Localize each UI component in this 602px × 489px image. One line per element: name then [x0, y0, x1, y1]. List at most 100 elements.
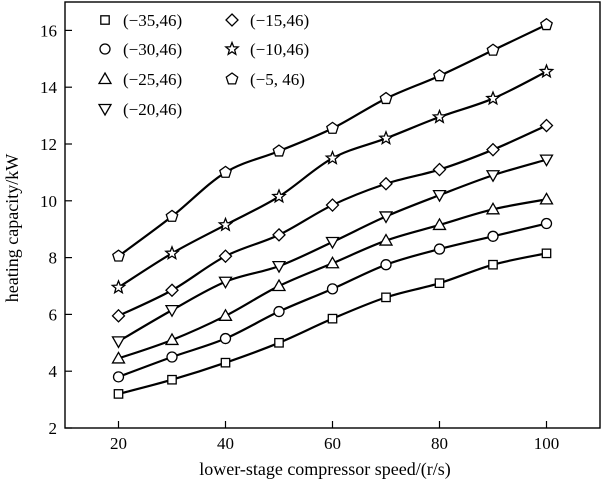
data-point [112, 371, 125, 383]
data-point [381, 292, 391, 303]
data-point [378, 211, 394, 224]
data-point [219, 165, 232, 178]
data-point [164, 245, 180, 261]
data-point [378, 233, 394, 246]
legend-label: (−35,46) [123, 11, 182, 30]
data-point [485, 90, 501, 106]
legend-item: (−10,46) [224, 40, 309, 59]
data-point [324, 149, 341, 165]
data-point [539, 154, 554, 167]
x-tick-label: 100 [534, 434, 560, 453]
data-point [271, 260, 287, 274]
data-point [378, 130, 394, 146]
legend-marker [100, 15, 110, 25]
data-point [164, 304, 180, 318]
data-point [539, 118, 554, 133]
legend-item: (−25,46) [97, 70, 182, 89]
series-1 [113, 248, 552, 399]
data-point [165, 209, 179, 222]
data-point [111, 308, 126, 323]
data-point [433, 243, 446, 255]
data-point [487, 230, 499, 242]
series-5 [111, 118, 554, 323]
y-tick-label: 6 [49, 305, 58, 324]
data-point [432, 162, 447, 177]
legend-marker [99, 43, 111, 55]
data-point [432, 189, 447, 203]
y-tick-label: 16 [40, 21, 57, 40]
x-tick-label: 60 [324, 434, 341, 453]
data-point [166, 351, 178, 363]
legend-marker [224, 40, 240, 56]
data-point [273, 305, 285, 318]
y-tick-label: 10 [40, 192, 57, 211]
data-point [541, 248, 552, 259]
series-6 [110, 63, 555, 295]
legend-label: (−20,46) [123, 100, 182, 119]
data-point [433, 69, 446, 82]
data-point [325, 255, 340, 269]
series-3 [111, 192, 554, 364]
y-tick-label: 4 [49, 362, 58, 381]
data-point [380, 259, 392, 271]
legend-item: (−20,46) [97, 100, 182, 119]
data-point [272, 144, 286, 157]
legend-marker [97, 71, 113, 85]
data-point [164, 332, 180, 346]
legend-item: (−15,46) [225, 11, 309, 30]
legend-label: (−30,46) [123, 40, 182, 59]
data-point [271, 188, 287, 204]
series-4 [111, 154, 554, 349]
data-point [274, 337, 284, 348]
data-point [486, 43, 500, 56]
legend-marker [225, 13, 239, 27]
data-point [434, 278, 445, 289]
legend-marker [97, 103, 113, 117]
data-point [485, 170, 501, 183]
data-point [326, 121, 339, 134]
data-point [325, 198, 340, 212]
data-point [219, 332, 232, 345]
series-line [117, 23, 547, 258]
y-tick-label: 2 [49, 419, 58, 438]
data-point [379, 176, 393, 191]
x-tick-label: 20 [110, 434, 127, 453]
data-point [218, 249, 233, 264]
x-tick-label: 40 [217, 434, 234, 453]
legend-item: (−5, 46) [225, 70, 305, 89]
data-point [538, 63, 555, 79]
y-tick-label: 8 [49, 249, 58, 268]
data-point [486, 142, 500, 157]
data-point [167, 374, 177, 385]
data-point [218, 308, 233, 321]
data-point [327, 313, 338, 324]
data-point [165, 283, 179, 298]
series-2 [112, 217, 553, 383]
data-point [272, 227, 286, 242]
legend-label: (−15,46) [250, 11, 309, 30]
data-point [220, 357, 231, 368]
y-tick-label: 14 [40, 78, 58, 97]
data-point [218, 276, 233, 290]
data-point [485, 202, 501, 215]
data-point [111, 351, 126, 364]
data-point [488, 259, 498, 270]
legend-item: (−35,46) [100, 11, 182, 30]
legend-label: (−5, 46) [250, 70, 305, 89]
data-point [112, 249, 125, 262]
y-tick-label: 12 [40, 135, 57, 154]
legend-marker [225, 72, 239, 85]
data-point [326, 283, 339, 295]
legend-item: (−30,46) [99, 40, 182, 59]
data-point [110, 279, 127, 295]
x-axis-title: lower-stage compressor speed/(r/s) [199, 459, 451, 480]
series-line [118, 252, 547, 395]
data-point [379, 91, 393, 105]
data-point [431, 108, 448, 124]
data-point [325, 236, 340, 250]
series-7 [112, 17, 553, 262]
data-point [540, 17, 553, 31]
series-line [118, 198, 547, 360]
